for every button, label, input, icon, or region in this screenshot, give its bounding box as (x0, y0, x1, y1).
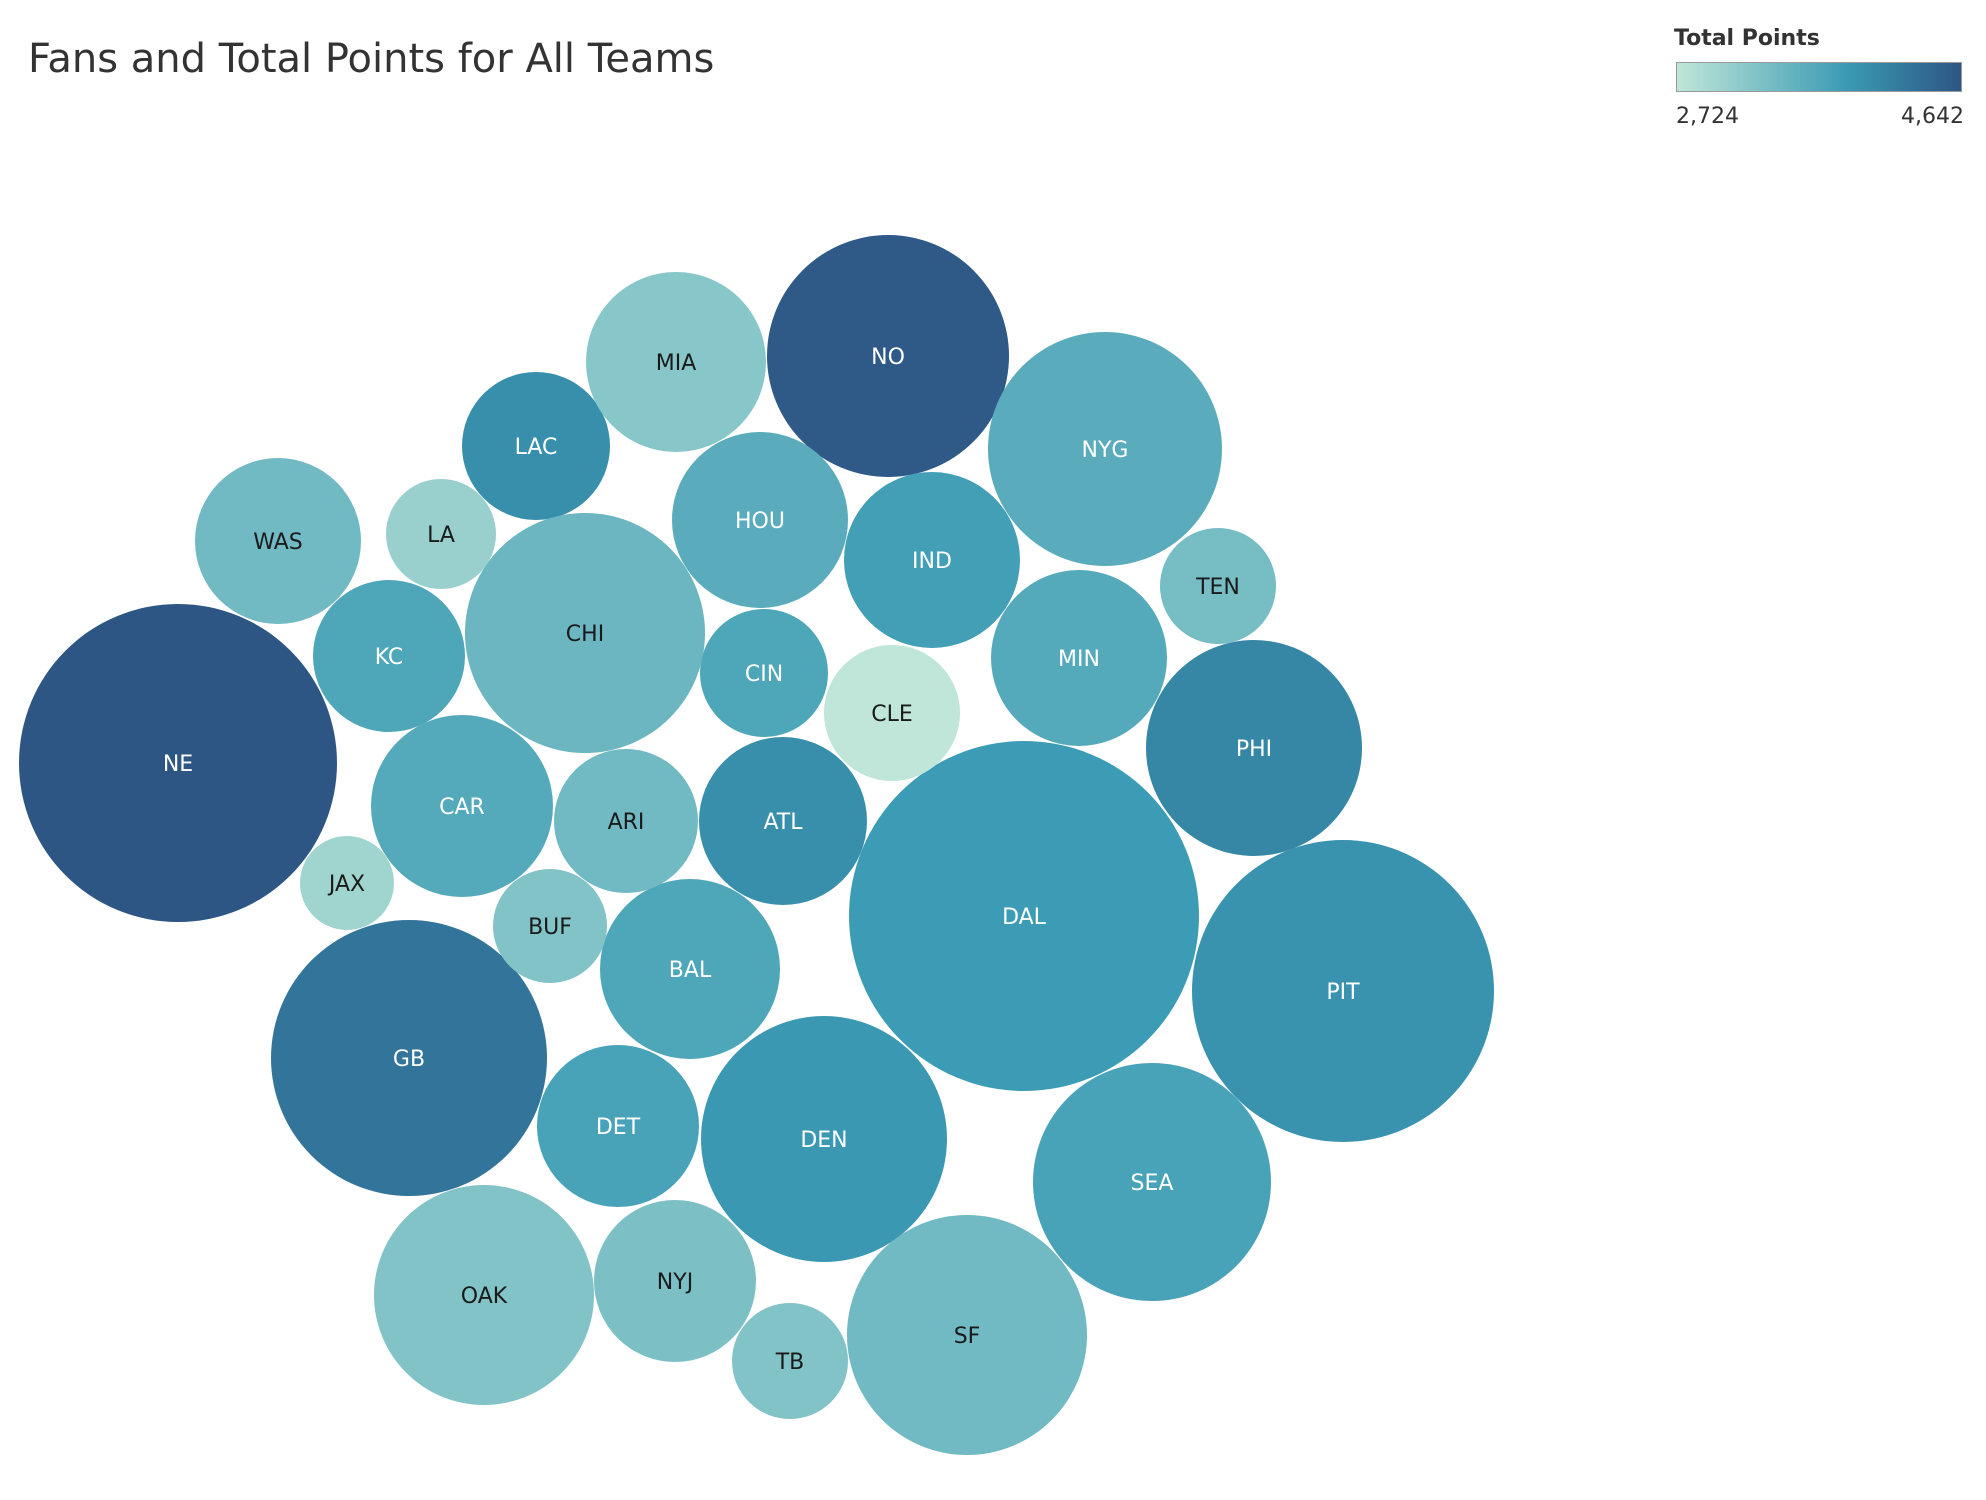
bubble-label-oak: OAK (461, 1284, 508, 1309)
bubble-label-gb: GB (393, 1047, 425, 1072)
bubble-label-ind: IND (912, 549, 952, 574)
bubble-tb[interactable] (732, 1303, 848, 1419)
legend-min-label: 2,724 (1676, 104, 1739, 129)
bubble-label-dal: DAL (1002, 905, 1047, 930)
bubble-ari[interactable] (554, 749, 698, 893)
bubble-ind[interactable] (844, 472, 1020, 648)
chart-title: Fans and Total Points for All Teams (28, 36, 715, 82)
bubble-car[interactable] (371, 715, 553, 897)
bubble-label-car: CAR (439, 795, 485, 820)
bubble-label-chi: CHI (566, 622, 604, 647)
bubble-buf[interactable] (493, 869, 607, 983)
bubble-was[interactable] (195, 458, 361, 624)
legend-gradient-bar (1676, 62, 1962, 92)
bubble-cin[interactable] (700, 609, 828, 737)
bubble-label-nyj: NYJ (657, 1270, 693, 1295)
bubble-det[interactable] (537, 1045, 699, 1207)
bubble-label-cle: CLE (871, 702, 913, 727)
bubble-ten[interactable] (1160, 528, 1276, 644)
bubble-hou[interactable] (672, 432, 848, 608)
bubble-label-sf: SF (954, 1324, 981, 1349)
bubble-label-pit: PIT (1326, 980, 1360, 1005)
bubble-no[interactable] (767, 235, 1009, 477)
bubble-label-ari: ARI (608, 810, 645, 835)
legend-max-label: 4,642 (1901, 104, 1964, 129)
bubble-label-hou: HOU (735, 509, 785, 534)
bubble-label-den: DEN (800, 1128, 847, 1153)
bubble-chi[interactable] (465, 513, 705, 753)
bubble-kc[interactable] (313, 580, 465, 732)
bubble-label-lac: LAC (515, 435, 558, 460)
bubble-label-buf: BUF (528, 915, 572, 940)
bubble-lac[interactable] (462, 372, 610, 520)
legend-title: Total Points (1674, 26, 1820, 51)
color-legend: Total Points 2,724 4,642 (1674, 26, 1964, 136)
bubble-phi[interactable] (1146, 640, 1362, 856)
bubble-label-det: DET (596, 1115, 641, 1140)
bubble-label-no: NO (871, 345, 905, 370)
bubble-label-mia: MIA (656, 351, 697, 376)
bubble-label-phi: PHI (1236, 737, 1272, 762)
bubble-den[interactable] (701, 1016, 947, 1262)
bubble-ne[interactable] (19, 604, 337, 922)
bubble-oak[interactable] (374, 1185, 594, 1405)
bubble-nyj[interactable] (594, 1200, 756, 1362)
bubble-sea[interactable] (1033, 1063, 1271, 1301)
bubble-nyg[interactable] (988, 332, 1222, 566)
bubble-min[interactable] (991, 570, 1167, 746)
bubble-gb[interactable] (271, 920, 547, 1196)
bubble-label-atl: ATL (763, 810, 803, 835)
bubble-dal[interactable] (849, 741, 1199, 1091)
bubble-mia[interactable] (586, 272, 766, 452)
bubble-label-kc: KC (375, 645, 404, 670)
bubble-cle[interactable] (824, 645, 960, 781)
bubble-label-sea: SEA (1131, 1171, 1174, 1196)
bubble-label-was: WAS (253, 530, 303, 555)
bubble-sf[interactable] (847, 1215, 1087, 1455)
bubble-atl[interactable] (699, 737, 867, 905)
bubble-bal[interactable] (600, 879, 780, 1059)
bubble-label-ten: TEN (1195, 575, 1240, 600)
bubble-label-jax: JAX (327, 872, 365, 897)
bubble-label-la: LA (427, 523, 455, 548)
bubble-label-min: MIN (1058, 647, 1100, 672)
bubble-jax[interactable] (300, 836, 394, 930)
bubble-label-ne: NE (163, 752, 193, 777)
bubble-label-bal: BAL (669, 958, 712, 983)
bubble-pit[interactable] (1192, 840, 1494, 1142)
bubble-label-tb: TB (775, 1350, 805, 1375)
bubble-label-cin: CIN (745, 662, 783, 687)
bubble-label-nyg: NYG (1082, 438, 1129, 463)
bubble-la[interactable] (386, 479, 496, 589)
